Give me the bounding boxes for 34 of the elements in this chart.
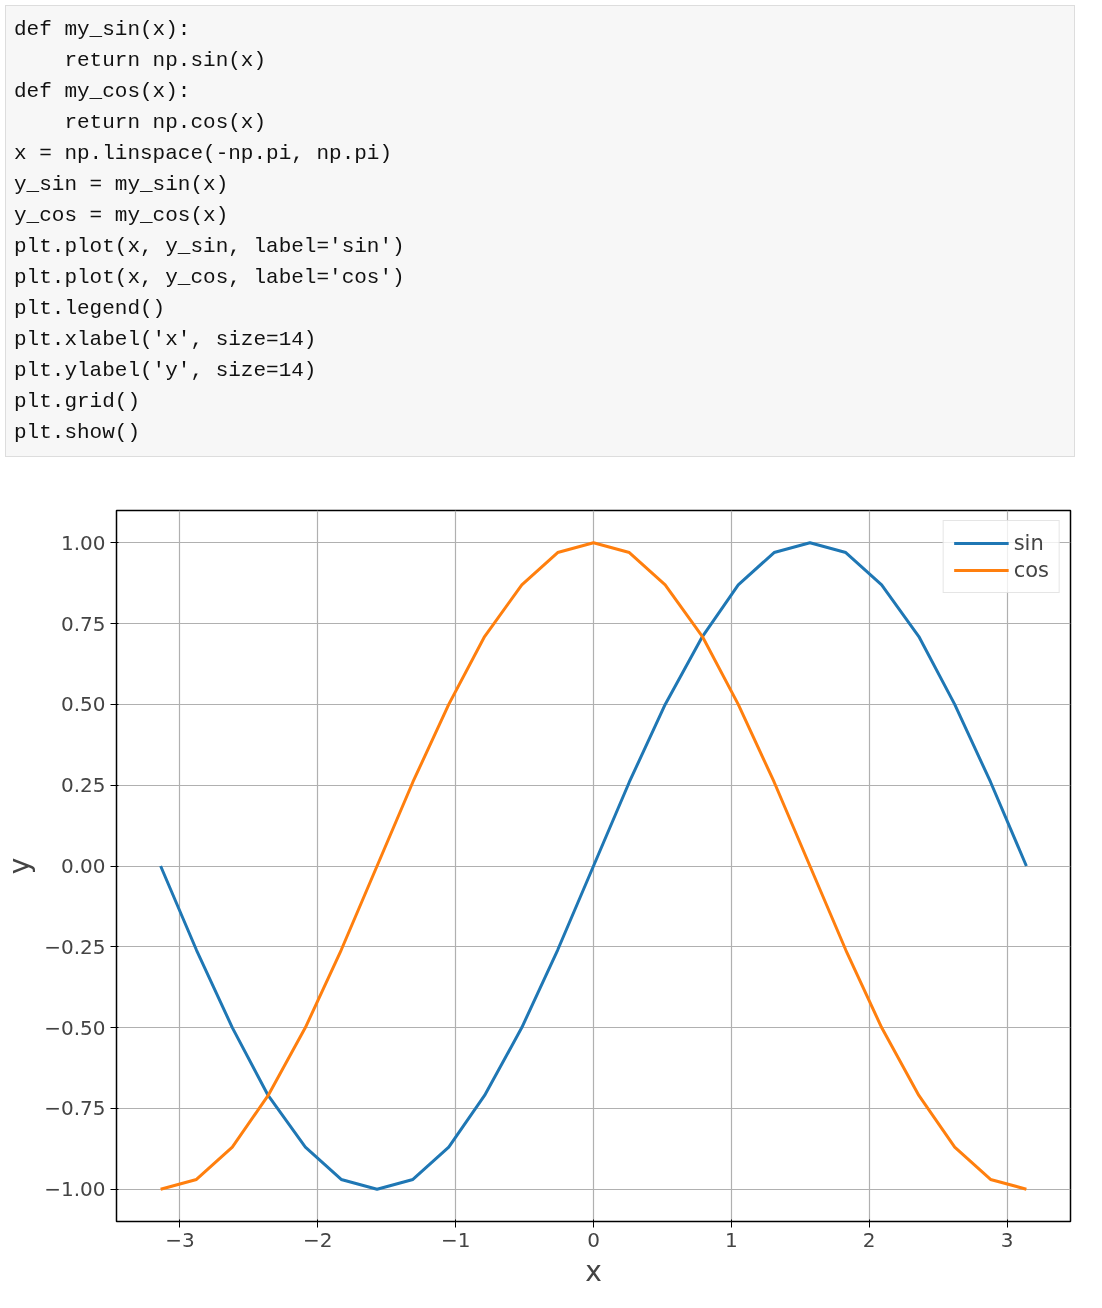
x-tick-label: −1 <box>440 1227 471 1252</box>
x-tick-label: −3 <box>165 1227 195 1252</box>
y-tick-label: 0.75 <box>60 611 106 636</box>
text: plt.legend() <box>14 296 167 322</box>
text: return np.cos(x) <box>63 110 268 136</box>
x-tick-label: 3 <box>1000 1227 1014 1252</box>
text: def my_cos(x): <box>14 79 192 105</box>
x-tick-label: 1 <box>725 1227 738 1252</box>
x-axis-title: x <box>585 1254 602 1288</box>
y-tick-label: 0.25 <box>60 773 106 798</box>
y-tick-label: 1.00 <box>60 530 106 555</box>
x-tick-label: 0 <box>587 1227 600 1252</box>
y-axis-title: y <box>3 857 37 875</box>
text: plt.show() <box>14 420 142 446</box>
y-tick-label: 0.50 <box>60 692 106 717</box>
legend-label: sin <box>1013 531 1044 555</box>
text: plt.plot(x, y_sin, label='sin') <box>14 234 406 260</box>
x-tick-label: −2 <box>303 1227 333 1252</box>
y-tick-label: −1.00 <box>44 1177 106 1202</box>
y-tick-label: −0.75 <box>44 1096 106 1121</box>
y-tick-label: −0.25 <box>44 934 106 959</box>
x-tick-label: 2 <box>862 1227 876 1252</box>
text: plt.plot(x, y_cos, label='cos') <box>14 265 406 291</box>
y-tick-label: 0.00 <box>60 854 106 878</box>
text: return np.sin(x) <box>63 48 268 74</box>
text: plt.grid() <box>14 389 142 415</box>
text: y_cos = my_cos(x) <box>14 203 230 229</box>
text: plt.xlabel('x', size=14) <box>14 327 318 353</box>
text: plt.ylabel('y', size=14) <box>14 358 318 384</box>
y-tick-label: −0.50 <box>44 1015 106 1040</box>
text: def my_sin(x): <box>14 17 192 43</box>
legend-label: cos <box>1013 558 1049 582</box>
text: x = np.linspace(-np.pi, np.pi) <box>14 141 394 167</box>
text: y_sin = my_sin(x) <box>14 172 230 198</box>
